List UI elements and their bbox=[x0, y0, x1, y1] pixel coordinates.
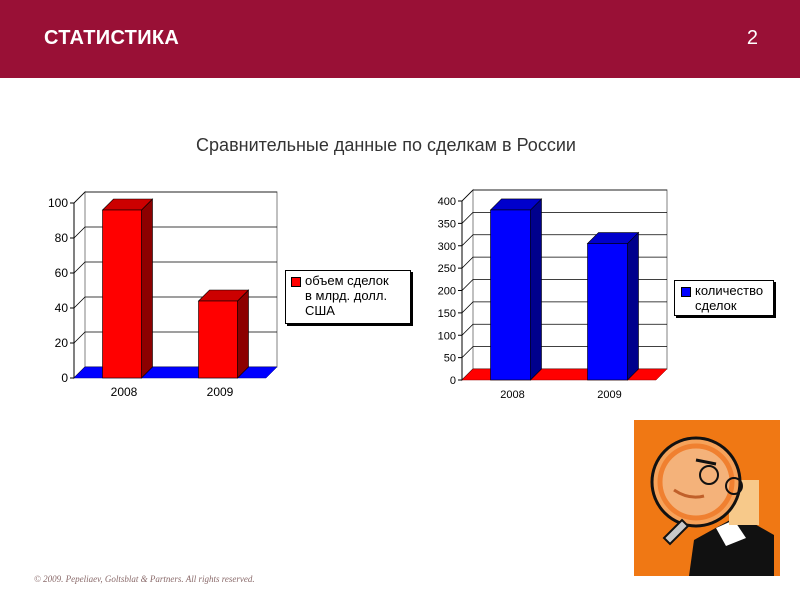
gridline bbox=[73, 226, 277, 239]
y-tick-label: 80 bbox=[55, 231, 69, 245]
y-tick-label: 20 bbox=[55, 336, 69, 350]
slide-header: СТАТИСТИКА 2 bbox=[0, 0, 800, 78]
y-tick-label: 60 bbox=[55, 266, 69, 280]
gridline bbox=[73, 261, 277, 274]
legend-deal-volume: объем сделок в млрд. долл. США bbox=[285, 270, 411, 324]
y-tick-label: 150 bbox=[438, 308, 456, 320]
y-tick-label: 300 bbox=[438, 241, 456, 253]
chart-deal-count: 0 50 100 150 200 250 300 350 400 2008 2009 bbox=[438, 188, 668, 401]
x-tick-label: 2008 bbox=[111, 385, 138, 399]
legend-swatch-red bbox=[291, 277, 301, 287]
plot-side-wall bbox=[73, 190, 86, 380]
legend-deal-count: количество сделок bbox=[674, 280, 774, 316]
slide-subtitle: Сравнительные данные по сделкам в России bbox=[196, 135, 576, 155]
bar-side bbox=[237, 289, 249, 379]
legend-swatch-blue bbox=[681, 287, 691, 297]
legend-line-1: количество bbox=[695, 283, 764, 298]
y-tick-label: 200 bbox=[438, 286, 456, 298]
legend-line-3: США bbox=[305, 303, 335, 318]
bar-front bbox=[198, 300, 238, 379]
bar-2008 bbox=[489, 198, 543, 381]
bar-2008 bbox=[101, 198, 154, 379]
x-tick-label: 2009 bbox=[597, 389, 621, 401]
magnifier-person-icon bbox=[634, 420, 780, 576]
copyright-footer: © 2009. Pepeliaev, Goltsblat & Partners.… bbox=[34, 574, 255, 584]
y-tick-label: 250 bbox=[438, 263, 456, 275]
chart-deal-volume: 0 20 40 60 80 100 2008 2009 bbox=[48, 190, 278, 399]
gridline bbox=[73, 191, 277, 204]
gridline bbox=[461, 189, 667, 202]
bar-side bbox=[530, 198, 542, 381]
bar-2009 bbox=[586, 231, 640, 381]
legend-line-1: объем сделок bbox=[305, 273, 389, 288]
bar-side bbox=[141, 198, 153, 379]
y-tick-label: 400 bbox=[438, 196, 456, 208]
bar-2009 bbox=[197, 289, 250, 379]
bar-side bbox=[627, 231, 639, 381]
bar-front bbox=[102, 209, 142, 379]
y-tick-label: 40 bbox=[55, 301, 69, 315]
page-number: 2 bbox=[746, 27, 758, 49]
legend-line-2: сделок bbox=[695, 298, 737, 313]
bar-front bbox=[490, 209, 531, 381]
x-tick-label: 2009 bbox=[207, 385, 234, 399]
y-tick-label: 100 bbox=[48, 196, 68, 210]
slide-title: СТАТИСТИКА bbox=[44, 27, 180, 49]
y-tick-label: 350 bbox=[438, 218, 456, 230]
gridline bbox=[461, 211, 667, 224]
bar-front bbox=[587, 243, 628, 381]
legend-line-2: в млрд. долл. bbox=[305, 288, 388, 303]
x-tick-label: 2008 bbox=[500, 389, 524, 401]
y-tick-label: 100 bbox=[438, 330, 456, 342]
y-tick-label: 0 bbox=[61, 371, 68, 385]
y-tick-label: 0 bbox=[450, 375, 456, 387]
y-tick-label: 50 bbox=[444, 353, 456, 365]
